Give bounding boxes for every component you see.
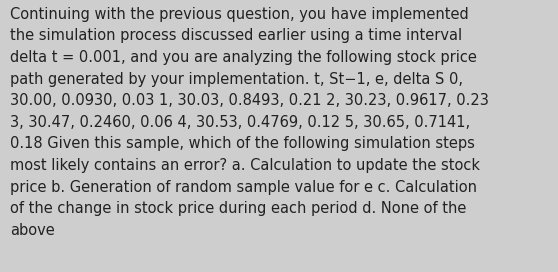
Text: Continuing with the previous question, you have implemented
the simulation proce: Continuing with the previous question, y…: [10, 7, 489, 238]
